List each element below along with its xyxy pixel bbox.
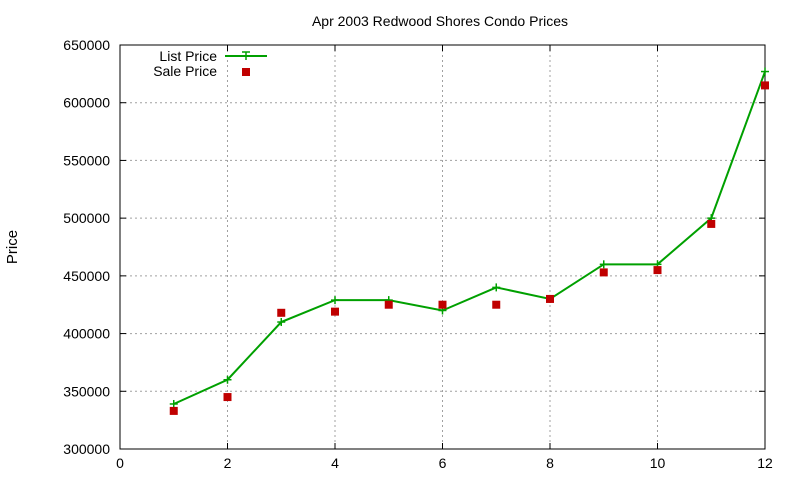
list-price-point [492,283,501,292]
sale-price-point [331,307,339,316]
x-tick-label: 4 [331,455,339,471]
y-tick-label: 550000 [63,152,110,168]
x-tick-label: 0 [116,455,124,471]
data-series [169,67,769,415]
sale-price-point [384,300,393,309]
list-price-point [761,67,769,76]
legend-swatch-sale-price [242,68,250,76]
sale-price-point [169,406,178,415]
x-tick-label: 6 [439,455,447,471]
sale-price-point [761,81,769,90]
list-price-point [277,318,286,327]
y-tick-label: 450000 [63,268,110,284]
sale-price-point [438,300,447,309]
x-tick-label: 10 [650,455,666,471]
list-price-point [223,375,232,384]
x-tick-label: 2 [224,455,232,471]
y-tick-label: 400000 [63,326,110,342]
axis-ticks: 0 2 4 6 8 10 12 300000 350000 400000 450000 500000 5… [63,37,773,471]
y-tick-label: 350000 [63,383,110,399]
sale-price-point [653,266,662,275]
legend-label-list-price: List Price [159,48,217,64]
list-price-point [331,296,339,305]
legend-label-sale-price: Sale Price [153,63,217,79]
x-tick-label: 8 [546,455,554,471]
grid-lines [120,45,765,449]
sale-price-point [599,268,608,277]
y-tick-label: 600000 [63,95,110,111]
sale-price-point [277,308,286,317]
y-tick-label: 500000 [63,210,110,226]
y-tick-label: 650000 [63,37,110,53]
list-price-point [169,399,178,408]
y-tick-label: 300000 [63,441,110,457]
list-price-point [599,260,608,269]
sale-price-point [223,393,232,402]
list-price-line [173,71,766,405]
sale-price-point [546,294,554,303]
sale-price-point [707,219,716,228]
chart-title: Apr 2003 Redwood Shores Condo Prices [312,13,568,29]
y-axis-title: Price [4,230,21,264]
sale-price-point [492,300,501,309]
x-tick-label: 12 [757,455,773,471]
